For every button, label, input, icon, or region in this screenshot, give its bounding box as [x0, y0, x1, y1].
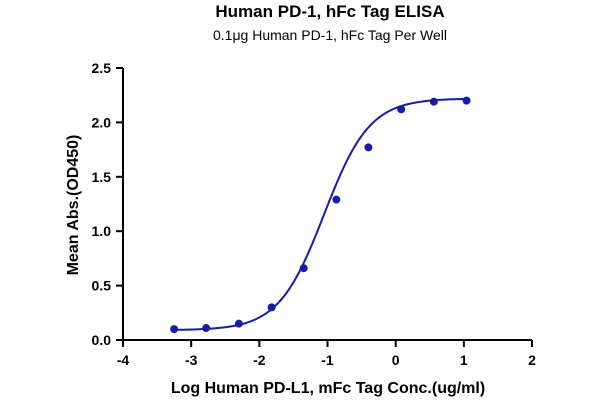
y-tick-label: 0.0	[92, 332, 112, 348]
data-point	[267, 303, 276, 312]
data-point	[234, 319, 243, 328]
data-point	[429, 97, 438, 106]
chart-title: Human PD-1, hFc Tag ELISA	[215, 2, 444, 21]
x-tick-label: -4	[117, 352, 130, 368]
data-point	[202, 324, 211, 333]
y-tick-label: 1.5	[92, 169, 112, 185]
x-tick-label: 1	[460, 352, 468, 368]
y-tick-label: 1.0	[92, 223, 112, 239]
y-axis-label: Mean Abs.(OD450)	[65, 135, 82, 276]
data-point	[332, 195, 341, 204]
x-axis-label: Log Human PD-L1, mFc Tag Conc.(ug/ml)	[171, 380, 485, 397]
x-tick-label: 0	[392, 352, 400, 368]
data-point	[462, 96, 471, 105]
data-point	[397, 105, 406, 114]
chart-subtitle: 0.1μg Human PD-1, hFc Tag Per Well	[213, 27, 447, 43]
x-tick-label: 2	[528, 352, 536, 368]
x-tick-label: -3	[185, 352, 198, 368]
data-point	[364, 143, 373, 152]
data-point	[170, 325, 179, 334]
y-tick-label: 0.5	[92, 278, 112, 294]
fit-curve	[174, 97, 467, 331]
data-point	[299, 264, 308, 273]
y-tick-label: 2.0	[92, 114, 112, 130]
x-tick-label: -2	[253, 352, 266, 368]
plot-area: -4 -3 -2 -1 0 1 2 0.0 0.5 1.0 1.5 2.0 2.5	[92, 60, 537, 368]
x-tick-label: -1	[321, 352, 334, 368]
y-tick-label: 2.5	[92, 60, 112, 76]
